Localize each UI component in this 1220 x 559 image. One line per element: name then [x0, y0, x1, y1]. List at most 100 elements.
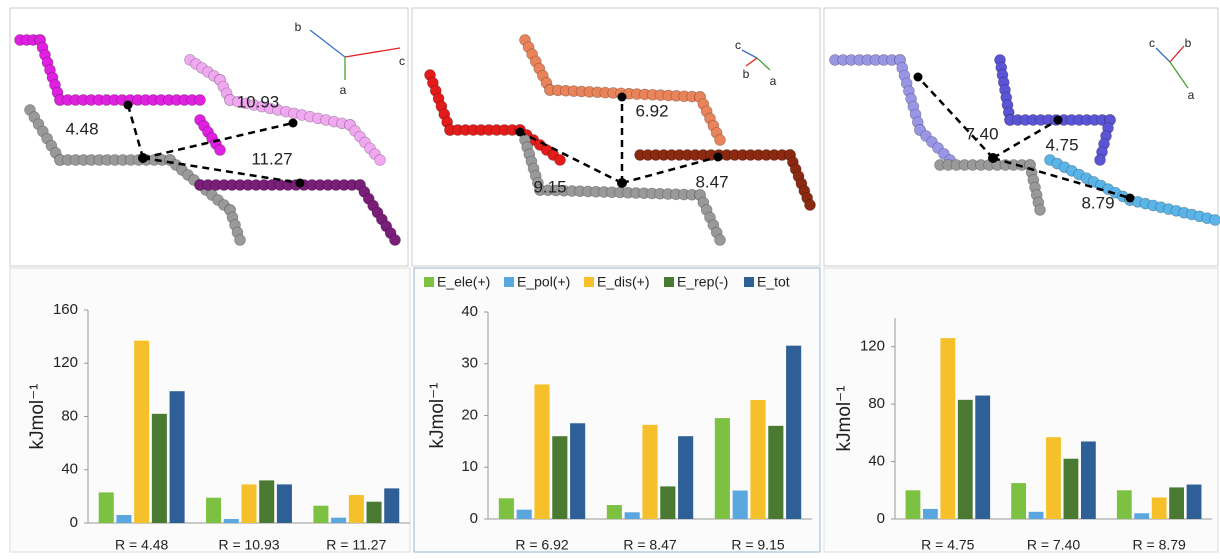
legend-label: E_pol(+): [517, 274, 570, 290]
bar: [517, 510, 532, 519]
y-tick-label: 80: [868, 395, 885, 412]
atom: [1035, 205, 1046, 216]
bar: [313, 506, 328, 523]
bar: [99, 492, 114, 523]
atom: [805, 200, 816, 211]
centroid: [1126, 194, 1135, 203]
y-tick-label: 20: [461, 406, 478, 423]
atom: [715, 235, 726, 246]
bar: [1081, 441, 1096, 519]
centroid: [618, 93, 627, 102]
x-tick-label: R = 4.75: [921, 537, 975, 553]
bar: [134, 341, 149, 523]
legend-swatch: [424, 277, 434, 287]
bar: [750, 400, 765, 519]
x-tick-label: R = 10.93: [218, 537, 279, 553]
x-tick-label: R = 11.27: [326, 537, 386, 553]
atom: [375, 155, 386, 166]
centroid: [714, 153, 723, 162]
axis-label: a: [770, 74, 777, 88]
bar: [570, 423, 585, 519]
bar: [277, 484, 292, 523]
axis-label: c: [735, 38, 741, 52]
figure: 4.48 10.93 11.27 b c a 6.92 9.15 8.47 c b a 7.40 4.75…: [0, 0, 1220, 554]
bar: [625, 512, 640, 519]
legend-label: E_tot: [757, 274, 790, 290]
bar: [552, 436, 567, 519]
bar: [1187, 485, 1202, 519]
bar: [349, 495, 364, 523]
y-axis-label: kJmol⁻¹: [834, 386, 855, 452]
distance-label: 8.47: [695, 172, 728, 191]
atom: [1095, 155, 1106, 166]
bar: [768, 426, 783, 519]
bar: [116, 515, 131, 523]
atom: [555, 155, 566, 166]
legend-label: E_rep(-): [677, 274, 728, 290]
centroid: [289, 119, 298, 128]
bar: [975, 396, 990, 519]
x-tick-label: R = 8.79: [1133, 537, 1187, 553]
bar: [1117, 490, 1132, 519]
y-tick-label: 40: [461, 303, 478, 320]
bar: [259, 480, 274, 523]
bar: [1011, 483, 1026, 519]
legend-label: E_ele(+): [437, 274, 490, 290]
bar: [1169, 487, 1184, 519]
bar: [170, 391, 185, 523]
bar: [206, 498, 221, 523]
x-tick-label: R = 9.15: [731, 537, 785, 553]
legend-swatch: [744, 277, 754, 287]
legend-swatch: [504, 277, 514, 287]
y-tick-label: 0: [470, 510, 478, 527]
axis-label: a: [1188, 88, 1195, 102]
x-tick-label: R = 4.48: [115, 537, 169, 553]
centroid: [516, 128, 525, 137]
bar: [1064, 459, 1079, 519]
bar: [607, 505, 622, 519]
bar: [367, 502, 382, 523]
distance-label: 7.40: [965, 124, 998, 143]
distance-label: 4.75: [1045, 135, 1078, 154]
bar: [642, 425, 657, 519]
y-tick-label: 120: [53, 354, 78, 371]
y-axis-label: kJmol⁻¹: [427, 383, 448, 449]
centroid: [988, 153, 998, 163]
y-tick-label: 40: [868, 453, 885, 470]
bar: [786, 346, 801, 519]
centroid: [617, 178, 627, 188]
y-tick-label: 120: [860, 338, 885, 355]
atom: [215, 145, 226, 156]
bar: [733, 491, 748, 519]
bar: [152, 414, 167, 523]
centroid: [138, 153, 148, 163]
centroid: [914, 73, 923, 82]
y-tick-label: 0: [70, 514, 78, 531]
bar: [224, 519, 239, 523]
centroid: [296, 179, 305, 188]
bar: [678, 436, 693, 519]
centroid: [124, 101, 133, 110]
distance-label: 4.48: [65, 119, 98, 138]
y-tick-label: 80: [61, 407, 78, 424]
legend-label: E_dis(+): [597, 274, 650, 290]
axis-label: b: [1185, 36, 1192, 50]
distance-label: 11.27: [251, 149, 292, 168]
bar: [1134, 513, 1149, 519]
axis-label: c: [1149, 36, 1155, 50]
distance-label: 9.15: [533, 177, 566, 196]
bar: [331, 518, 346, 523]
bar: [660, 486, 675, 519]
atom: [1210, 215, 1220, 226]
distance-label: 10.93: [237, 92, 280, 111]
legend-swatch: [664, 277, 674, 287]
bar: [241, 484, 256, 523]
bar: [715, 418, 730, 519]
x-tick-label: R = 7.40: [1027, 537, 1081, 553]
y-tick-label: 40: [61, 461, 78, 478]
y-tick-label: 10: [461, 458, 478, 475]
axis-label: b: [295, 20, 302, 34]
distance-label: 6.92: [635, 101, 668, 120]
y-tick-label: 160: [53, 301, 78, 318]
x-tick-label: R = 8.47: [623, 537, 677, 553]
